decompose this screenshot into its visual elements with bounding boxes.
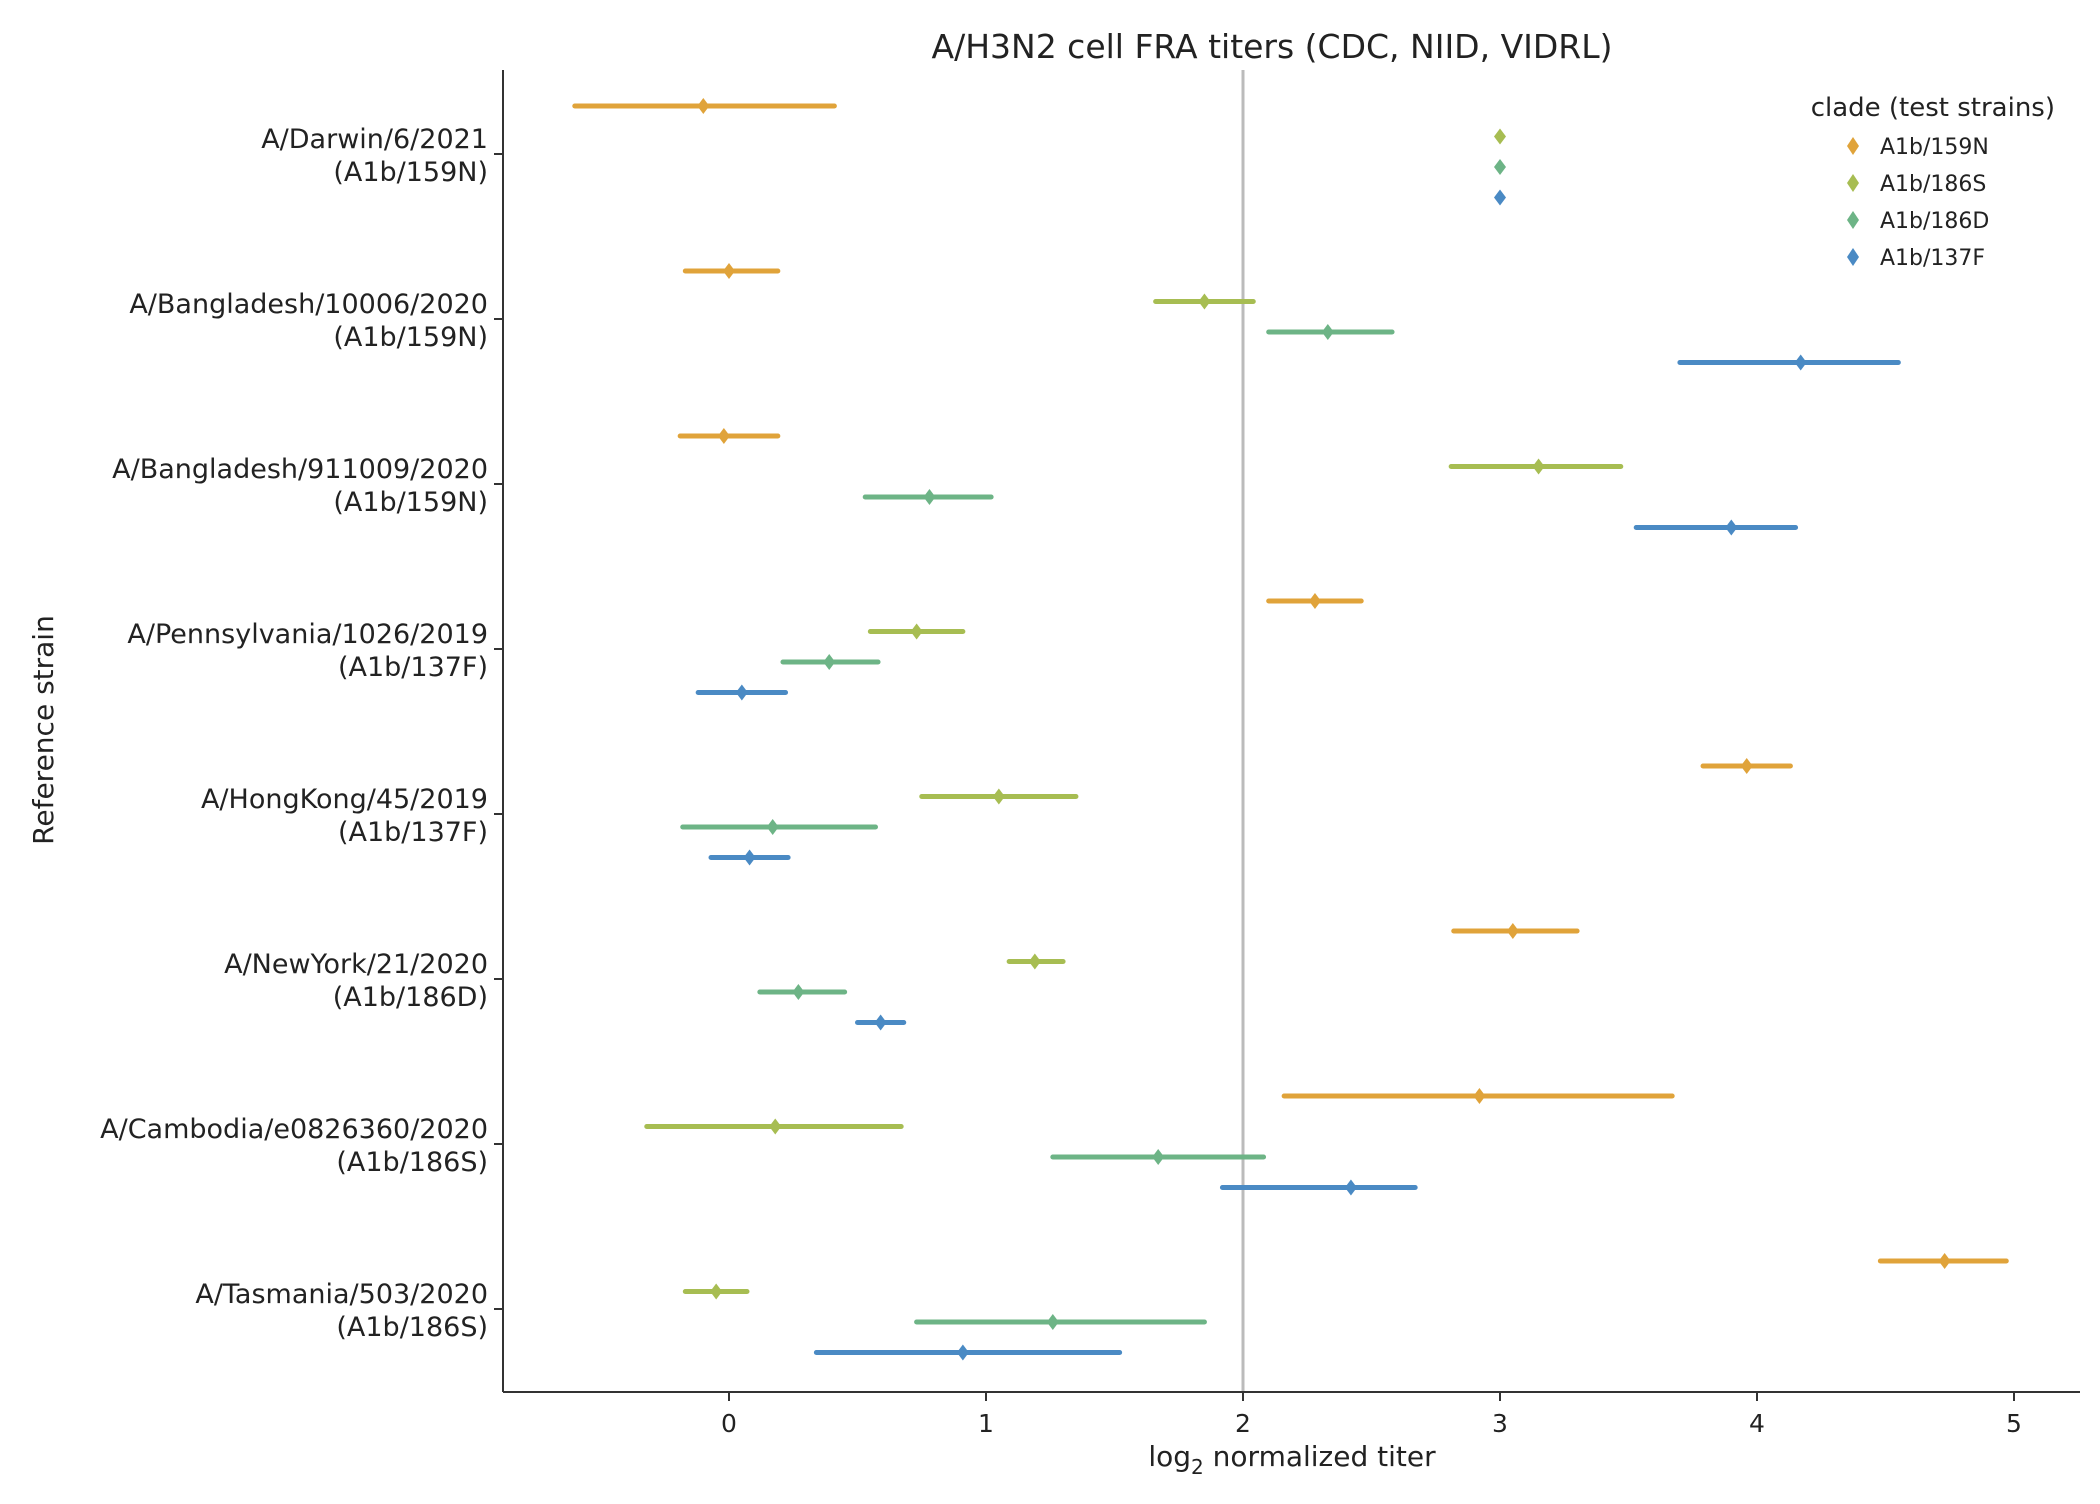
- x-axis-label: log2 normalized titer: [1148, 1440, 1436, 1479]
- y-tick-label-clade: (A1b/186D): [333, 982, 488, 1013]
- x-tick-label: 3: [1492, 1409, 1508, 1438]
- data-point: [1494, 159, 1506, 175]
- y-tick-label-strain: A/Darwin/6/2021: [261, 124, 488, 155]
- data-point: [1725, 519, 1738, 536]
- y-tick-label-clade: (A1b/186S): [336, 1147, 488, 1178]
- data-point: [1344, 1179, 1357, 1196]
- y-axis-label: Reference strain: [27, 615, 60, 845]
- data-point: [1046, 1314, 1059, 1330]
- data-point: [1740, 758, 1753, 774]
- y-tick-label-clade: (A1b/137F): [338, 652, 488, 683]
- y-tick-label-strain: A/Bangladesh/10006/2020: [129, 289, 488, 320]
- x-tick-label: 4: [1749, 1409, 1765, 1438]
- series-a1b-186d: [680, 159, 1506, 1330]
- data-point: [923, 489, 936, 505]
- data-point: [1938, 1253, 1951, 1269]
- data-point: [743, 849, 756, 866]
- legend: clade (test strains) A1b/159N A1b/186S A1b…: [1811, 93, 2055, 271]
- legend-label: A1b/159N: [1880, 135, 1989, 160]
- y-tick-label-strain: A/NewYork/21/2020: [224, 949, 488, 980]
- data-point: [697, 98, 710, 114]
- legend-label: A1b/186D: [1880, 209, 1989, 234]
- y-tick-label-strain: A/HongKong/45/2019: [201, 784, 488, 815]
- data-point: [766, 819, 779, 835]
- data-point: [1794, 354, 1807, 371]
- chart-title: A/H3N2 cell FRA titers (CDC, NIID, VIDRL…: [932, 27, 1613, 66]
- y-tick-label-strain: A/Pennsylvania/1026/2019: [127, 619, 488, 650]
- data-point: [1473, 1088, 1486, 1104]
- data-point: [1506, 923, 1519, 939]
- y-tick-label-strain: A/Cambodia/e0826360/2020: [100, 1114, 488, 1145]
- data-point: [874, 1014, 887, 1031]
- data-point: [769, 1118, 782, 1135]
- data-point: [717, 428, 730, 444]
- data-point: [1321, 324, 1334, 340]
- y-tick-label-clade: (A1b/159N): [333, 157, 488, 188]
- data-point: [1152, 1149, 1165, 1165]
- legend-label: A1b/186S: [1880, 172, 1986, 197]
- data-point: [823, 654, 836, 670]
- legend-marker: [1847, 248, 1859, 266]
- data-point: [792, 984, 805, 1000]
- series-a1b-159n: [572, 98, 2009, 1269]
- data-point: [1494, 189, 1506, 206]
- data-point: [910, 623, 923, 640]
- series-a1b-137f: [695, 189, 1901, 1361]
- data-point: [1028, 953, 1041, 970]
- x-tick-label: 5: [2006, 1409, 2022, 1438]
- y-ticks: A/Darwin/6/2021(A1b/159N)A/Bangladesh/10…: [100, 124, 503, 1343]
- y-tick-label-clade: (A1b/186S): [336, 1312, 488, 1343]
- legend-title: clade (test strains): [1811, 93, 2055, 123]
- y-tick-label-clade: (A1b/137F): [338, 817, 488, 848]
- data-point: [992, 788, 1005, 805]
- data-point: [710, 1283, 723, 1300]
- series-a1b-186s: [644, 128, 1624, 1300]
- x-tick-label: 0: [721, 1409, 737, 1438]
- x-ticks: 0 1 2 3 4 5: [721, 1392, 2022, 1438]
- x-tick-label: 2: [1235, 1409, 1251, 1438]
- y-tick-label-strain: A/Bangladesh/911009/2020: [112, 454, 488, 485]
- legend-label: A1b/137F: [1880, 246, 1985, 271]
- data-marks: [572, 98, 2009, 1361]
- data-point: [1308, 593, 1321, 609]
- y-tick-label-clade: (A1b/159N): [333, 322, 488, 353]
- x-tick-label: 1: [978, 1409, 994, 1438]
- data-point: [1198, 293, 1211, 310]
- data-point: [956, 1344, 969, 1361]
- data-point: [735, 684, 748, 701]
- axes: [502, 70, 2080, 1393]
- y-tick-label-clade: (A1b/159N): [333, 487, 488, 518]
- y-tick-label-strain: A/Tasmania/503/2020: [195, 1279, 488, 1310]
- legend-marker: [1847, 211, 1859, 229]
- data-point: [1532, 458, 1545, 475]
- data-point: [1494, 128, 1506, 145]
- legend-marker: [1847, 174, 1859, 192]
- data-point: [723, 263, 735, 279]
- legend-marker: [1847, 137, 1859, 155]
